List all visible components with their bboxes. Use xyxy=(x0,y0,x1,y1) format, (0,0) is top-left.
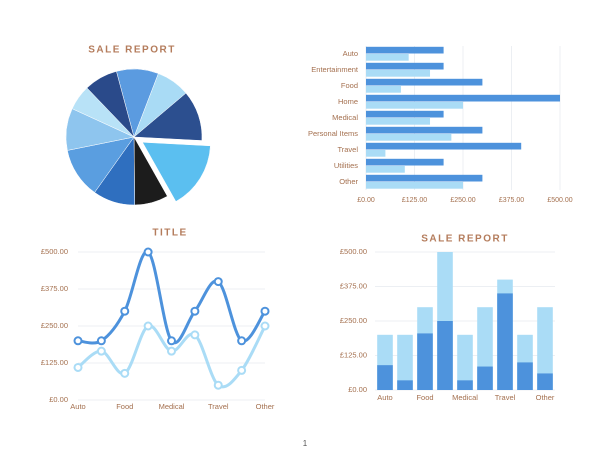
chart-title: SALE REPORT xyxy=(421,234,509,245)
x-tick-label: £500.00 xyxy=(547,197,572,204)
y-tick-label: £0.00 xyxy=(348,385,367,394)
bar xyxy=(366,118,431,125)
bar xyxy=(366,86,401,93)
bar xyxy=(457,334,473,390)
bar xyxy=(366,62,444,70)
y-tick-label: £0.00 xyxy=(49,395,68,404)
y-tick-label: Utilities xyxy=(334,161,358,170)
x-tick-label: Travel xyxy=(495,393,516,402)
line xyxy=(77,250,267,345)
line-marker xyxy=(213,380,223,390)
x-tick-label: Travel xyxy=(208,402,229,411)
bar xyxy=(497,293,513,390)
bar xyxy=(377,365,393,390)
bar xyxy=(366,158,444,166)
pie-slice xyxy=(133,92,203,141)
y-tick-label: £500.00 xyxy=(41,247,68,256)
line-marker xyxy=(190,330,200,340)
x-tick-label: Medical xyxy=(452,393,478,402)
chart-title: SALE REPORT xyxy=(88,45,176,56)
y-tick-label: £375.00 xyxy=(340,281,367,290)
line-marker xyxy=(73,336,83,346)
x-tick-label: Auto xyxy=(70,402,85,411)
bar xyxy=(537,307,553,390)
y-tick-label: Medical xyxy=(332,113,358,122)
bar xyxy=(366,126,483,134)
y-tick-label: £375.00 xyxy=(41,284,68,293)
x-tick-label: Food xyxy=(416,393,433,402)
line-marker xyxy=(143,247,153,257)
x-tick-label: £0.00 xyxy=(357,197,375,204)
bar xyxy=(366,94,560,102)
pie-slice xyxy=(86,71,135,138)
line-marker xyxy=(143,321,153,331)
x-tick-label: Auto xyxy=(377,393,392,402)
bar xyxy=(366,110,444,118)
bar xyxy=(417,333,433,390)
bar xyxy=(366,54,409,61)
y-tick-label: Auto xyxy=(343,49,358,58)
bar xyxy=(517,362,533,390)
bar xyxy=(366,150,386,157)
y-tick-label: Food xyxy=(341,81,358,90)
bar xyxy=(397,334,413,390)
x-tick-label: Other xyxy=(256,402,275,411)
y-tick-label: £125.00 xyxy=(340,350,367,359)
x-tick-label: £250.00 xyxy=(450,197,475,204)
line-marker xyxy=(237,336,247,346)
bar xyxy=(366,102,463,109)
y-tick-label: Travel xyxy=(337,145,358,154)
line-marker xyxy=(96,346,106,356)
x-tick-label: £125.00 xyxy=(402,197,427,204)
bar xyxy=(366,46,444,54)
line-marker xyxy=(237,365,247,375)
line-marker xyxy=(260,306,270,316)
bar xyxy=(366,174,483,182)
line-marker xyxy=(190,306,200,316)
y-tick-label: £125.00 xyxy=(41,358,68,367)
y-tick-label: Home xyxy=(338,97,358,106)
x-tick-label: Medical xyxy=(159,402,185,411)
y-tick-label: Personal Items xyxy=(308,129,358,138)
x-tick-label: £375.00 xyxy=(499,197,524,204)
x-tick-label: Other xyxy=(536,393,555,402)
line-marker xyxy=(96,336,106,346)
line-marker xyxy=(260,321,270,331)
y-tick-label: £250.00 xyxy=(41,321,68,330)
page-number: 1 xyxy=(303,439,308,448)
bar xyxy=(366,182,463,189)
y-tick-label: £500.00 xyxy=(340,247,367,256)
line-marker xyxy=(120,368,130,378)
x-tick-label: Food xyxy=(116,402,133,411)
bar xyxy=(366,134,452,141)
bar xyxy=(537,373,553,390)
line-marker xyxy=(120,306,130,316)
bar xyxy=(366,166,405,173)
bar xyxy=(366,78,483,86)
bar xyxy=(397,380,413,390)
line-marker xyxy=(73,362,83,372)
bar xyxy=(366,70,431,77)
bar xyxy=(437,321,453,390)
y-tick-label: Other xyxy=(339,177,358,186)
pie-slice xyxy=(142,141,211,202)
chart-title: TITLE xyxy=(152,228,187,239)
bar xyxy=(457,380,473,390)
y-tick-label: £250.00 xyxy=(340,316,367,325)
bar xyxy=(477,366,493,390)
bar xyxy=(366,142,522,150)
line-marker xyxy=(167,336,176,346)
line-marker xyxy=(213,277,223,287)
y-tick-label: Entertainment xyxy=(311,65,359,74)
line-marker xyxy=(167,346,176,356)
